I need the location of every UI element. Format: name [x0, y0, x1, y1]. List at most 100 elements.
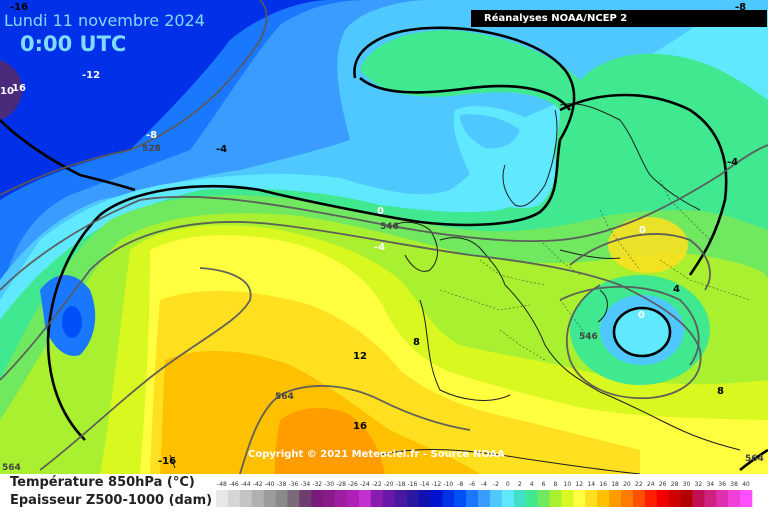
legend-swatch-10 [561, 490, 574, 507]
legend-swatch-14 [585, 490, 598, 507]
legend-swatch-24 [644, 490, 658, 507]
legend-swatch-m24 [358, 490, 372, 507]
country-borders [439, 179, 751, 361]
cold-core-east-inner [615, 308, 671, 356]
label-t-4-c: -4 [216, 144, 227, 155]
label-t-16-sw: -16 [158, 456, 176, 467]
label-t-4-e: -4 [727, 157, 738, 168]
legend-swatch-m12 [430, 490, 443, 507]
warm-bubble-east [608, 217, 688, 273]
legend-swatch-m40 [263, 490, 276, 507]
legend-value-m20: -20 [384, 481, 394, 488]
legend-swatch-22 [632, 490, 646, 507]
time-label: 0:00 UTC [20, 32, 127, 56]
label-t-10-w: 10 [0, 86, 14, 97]
legend-value-m16: -16 [408, 481, 418, 488]
label-z528: 528 [142, 144, 161, 154]
legend-swatch-38 [728, 490, 741, 507]
label-t8: 8 [413, 337, 420, 348]
legend-value-m18: -18 [396, 481, 406, 488]
legend-value-24: 24 [647, 481, 655, 488]
legend-value-8: 8 [554, 481, 558, 488]
legend-value-26: 26 [659, 481, 667, 488]
copyright-label: Copyright © 2021 Meteociel.fr - Source N… [248, 449, 505, 460]
legend-value-2: 2 [518, 481, 522, 488]
legend-title-temperature: Température 850hPa (°C) [10, 475, 195, 490]
legend-swatch-m26 [347, 490, 360, 507]
legend-swatch-16 [597, 490, 610, 507]
legend-swatch-m18 [394, 490, 407, 507]
legend-value-0: 0 [506, 481, 510, 488]
legend-value-m32: -32 [312, 481, 322, 488]
legend-swatch-40 [740, 490, 753, 507]
label-t8-se: 8 [717, 386, 724, 397]
legend-swatch-2 [513, 490, 526, 507]
legend-swatch-m28 [335, 490, 348, 507]
legend-value-m24: -24 [360, 481, 370, 488]
label-t4-se: 4 [673, 284, 680, 295]
legend-value-4: 4 [530, 481, 534, 488]
legend-value-m26: -26 [348, 481, 358, 488]
label-t0-e1: 0 [639, 225, 646, 236]
legend-value-m12: -12 [431, 481, 441, 488]
thickness-labels: 528 546 546 564 564 564 [2, 144, 764, 473]
legend-value-30: 30 [683, 481, 691, 488]
legend-swatch-m10 [442, 490, 455, 507]
legend-value-18: 18 [611, 481, 619, 488]
label-t-8-c: -8 [146, 130, 157, 141]
legend-value-38: 38 [730, 481, 738, 488]
legend-value-34: 34 [706, 481, 714, 488]
legend-value-m48: -48 [217, 481, 227, 488]
legend-value-m4: -4 [481, 481, 487, 488]
legend-swatch-m46 [227, 490, 241, 507]
legend-swatch-34 [704, 490, 717, 507]
coastlines [169, 103, 741, 475]
legend-swatch-26 [656, 490, 669, 507]
legend-swatch-m22 [370, 490, 384, 507]
label-z564-s: 564 [275, 392, 294, 402]
temperature-labels: -16 -8 -12 16 10 -8 -4 -4 0 -4 0 0 8 12 … [0, 2, 746, 467]
legend-swatch-m34 [299, 490, 312, 507]
legend-swatch-30 [680, 490, 693, 507]
legend-title-thickness: Epaisseur Z500-1000 (dam) [10, 493, 213, 508]
label-t16: 16 [353, 421, 367, 432]
cold-spot-nw [0, 60, 23, 120]
legend-value-14: 14 [587, 481, 595, 488]
legend-value-m6: -6 [469, 481, 475, 488]
source-label: Réanalyses NOAA/NCEP 2 [471, 10, 767, 27]
label-z546-e: 546 [579, 332, 598, 342]
legend-value-m10: -10 [443, 481, 453, 488]
legend-swatch-m16 [406, 490, 419, 507]
legend-swatch-20 [620, 490, 634, 507]
legend-value-6: 6 [542, 481, 546, 488]
label-t-16-w: 16 [12, 83, 26, 94]
label-z564-se: 564 [745, 454, 764, 464]
date-label: Lundi 11 novembre 2024 [4, 11, 205, 30]
label-t-12: -12 [82, 70, 100, 81]
legend-value-m2: -2 [493, 481, 499, 488]
label-z564-sw: 564 [2, 463, 21, 473]
temp-zone-dark-orange [275, 408, 385, 474]
legend-value-m40: -40 [265, 481, 275, 488]
label-t-4-s: -4 [374, 242, 385, 253]
legend-value-12: 12 [575, 481, 583, 488]
legend-value-16: 16 [599, 481, 607, 488]
label-t-8-ne: -8 [735, 2, 746, 13]
legend-swatch-8 [549, 490, 562, 507]
legend-value-m46: -46 [229, 481, 239, 488]
cold-blob-scandinavia-core [460, 114, 520, 149]
legend-swatch-28 [668, 490, 681, 507]
legend-swatch-m44 [239, 490, 253, 507]
legend-swatch-12 [573, 490, 586, 507]
legend-value-m42: -42 [253, 481, 263, 488]
label-t0-e2: 0 [638, 310, 645, 321]
legend-swatch-m4 [478, 490, 491, 507]
legend-swatch-m36 [287, 490, 300, 507]
legend-swatch-4 [525, 490, 538, 507]
legend-value-m38: -38 [277, 481, 287, 488]
legend-value-40: 40 [742, 481, 750, 488]
legend-swatch-m48 [216, 490, 229, 507]
label-t-16-nw: -16 [10, 2, 28, 13]
